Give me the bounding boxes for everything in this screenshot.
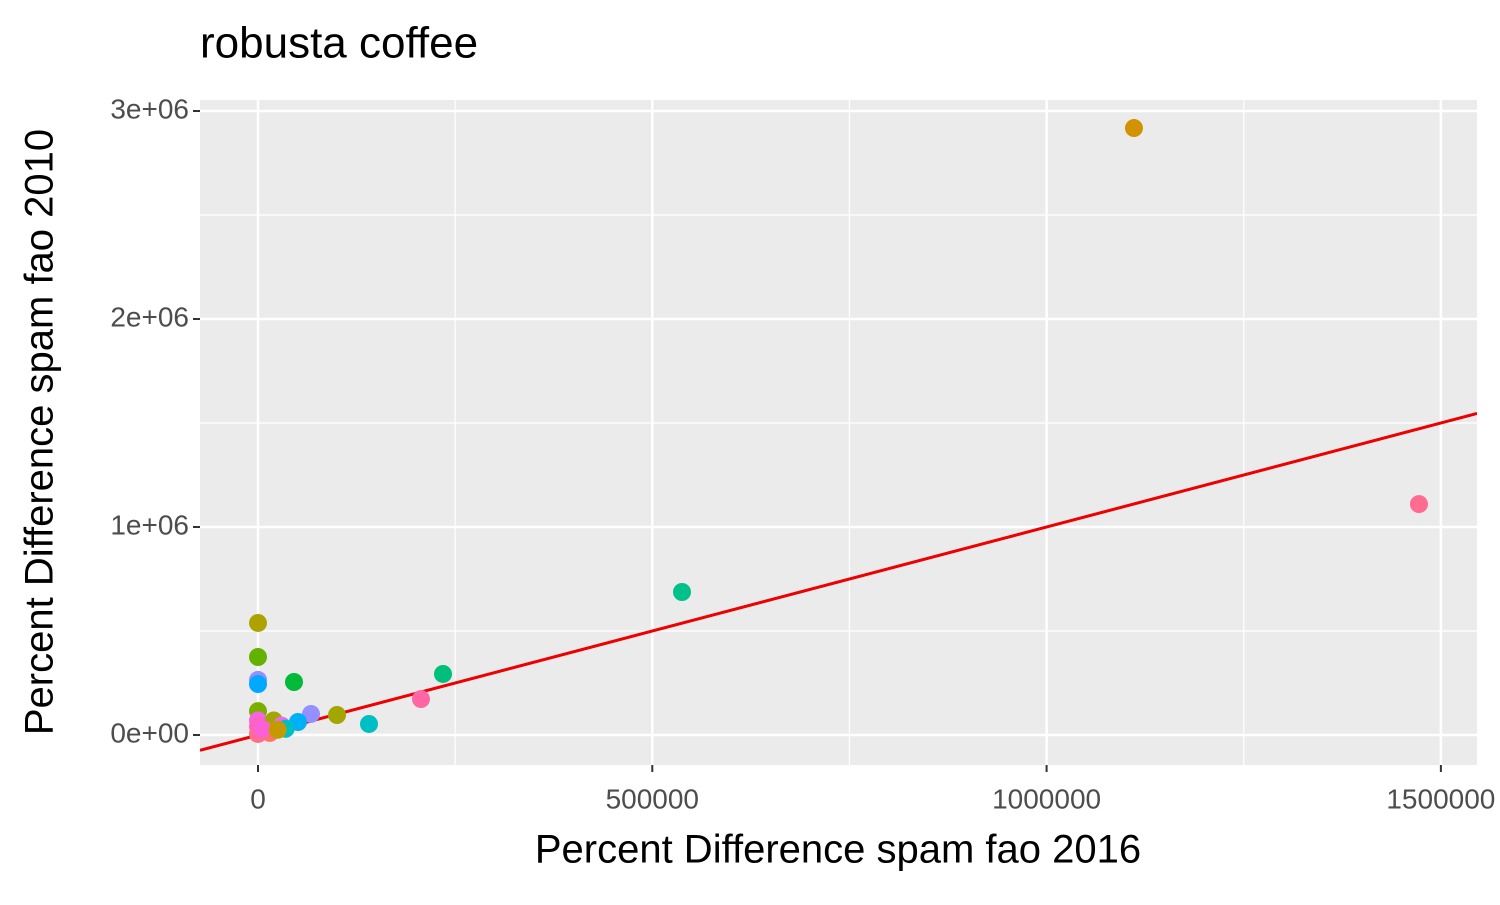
- point: [328, 706, 347, 725]
- point: [249, 613, 268, 632]
- point: [434, 664, 453, 683]
- y-tick-label: 2e+06: [110, 301, 189, 332]
- x-axis-title: Percent Difference spam fao 2016: [535, 828, 1141, 872]
- point: [268, 720, 287, 739]
- y-tick-label: 1e+06: [110, 509, 189, 540]
- point: [301, 704, 320, 723]
- point: [252, 719, 271, 738]
- point: [1409, 495, 1428, 514]
- point: [359, 714, 378, 733]
- point: [249, 675, 268, 694]
- reference-line-group: [200, 412, 1477, 752]
- y-tick-label: 0e+00: [110, 717, 189, 748]
- x-tick-label: 1000000: [992, 783, 1101, 814]
- x-tick-label: 500000: [606, 783, 699, 814]
- point: [1124, 119, 1143, 138]
- y-tick-label: 3e+06: [110, 93, 189, 124]
- y-axis-title: Percent Difference spam fao 2010: [18, 129, 62, 735]
- point: [249, 648, 268, 667]
- point: [284, 673, 303, 692]
- point: [672, 583, 691, 602]
- x-tick-label: 0: [250, 783, 266, 814]
- panel: [200, 100, 1477, 765]
- point: [412, 690, 431, 709]
- x-tick-label: 1500000: [1386, 783, 1495, 814]
- reference-line: [200, 412, 1477, 752]
- chart-title: robusta coffee: [200, 19, 478, 68]
